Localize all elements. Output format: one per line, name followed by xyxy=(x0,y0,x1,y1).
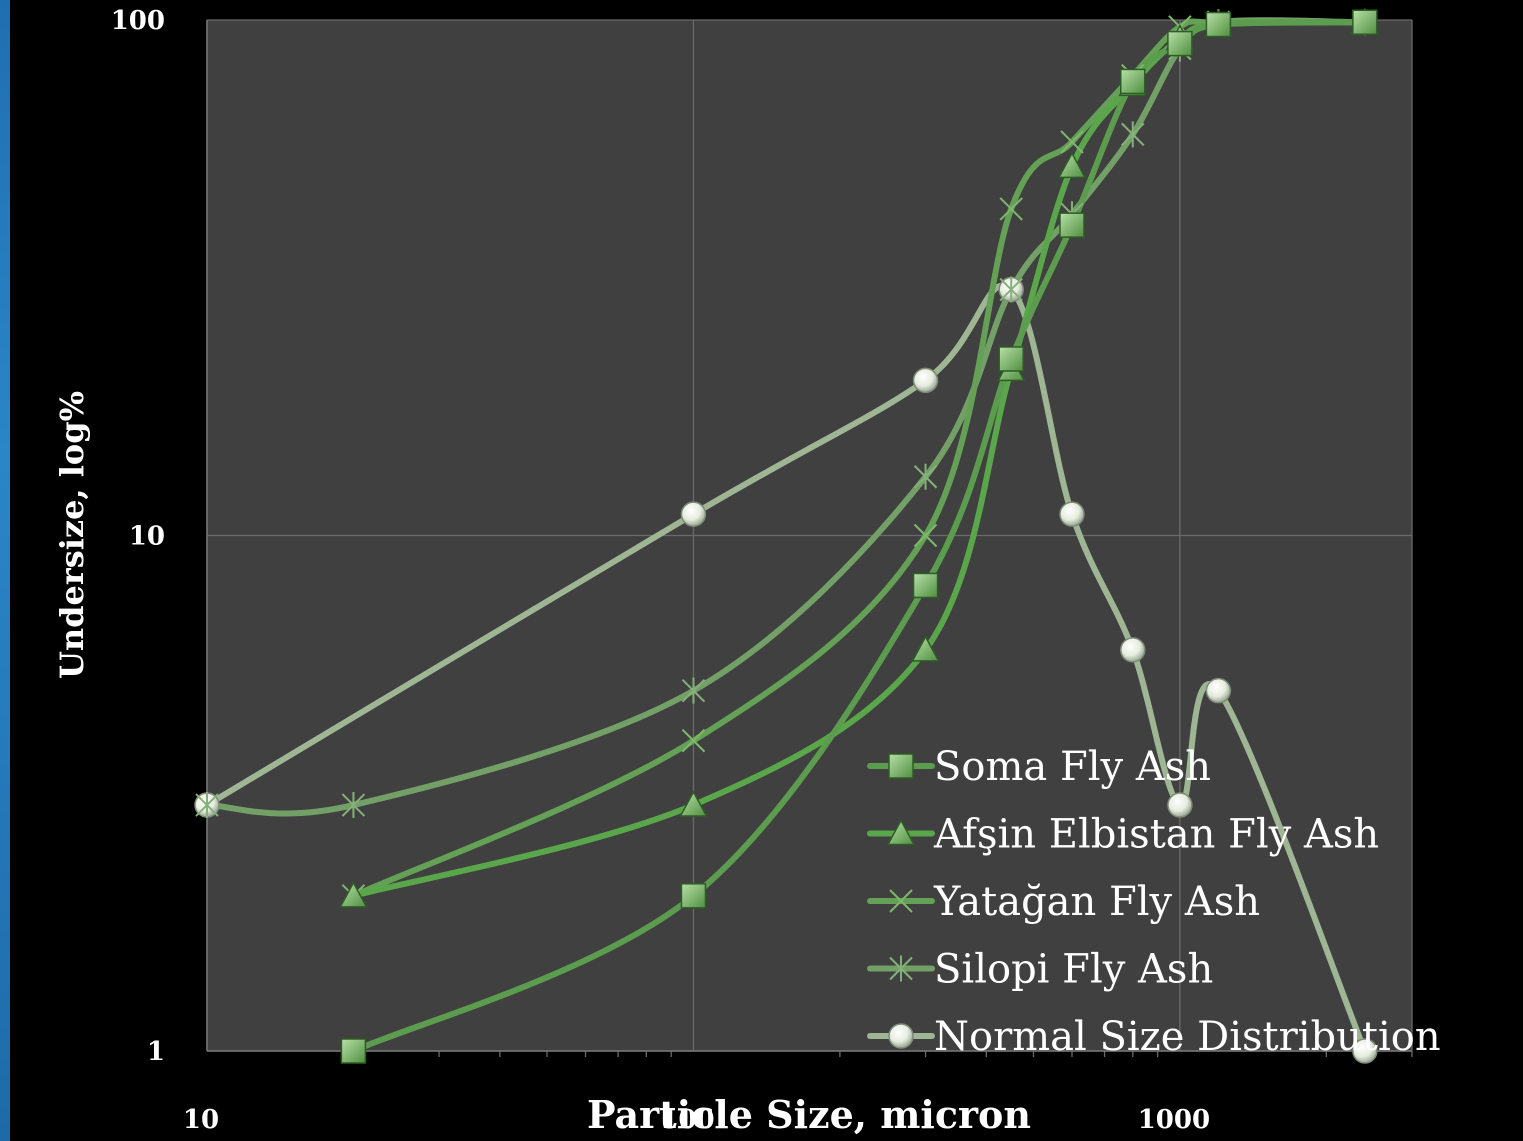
data-point-series-4 xyxy=(912,367,939,394)
legend-entry: Afşin Elbistan Fly Ash xyxy=(867,812,1379,858)
data-point-series-2 xyxy=(1060,130,1084,154)
data-point-series-3 xyxy=(999,276,1023,303)
legend-marker xyxy=(888,1023,914,1049)
data-point-series-0 xyxy=(1352,9,1378,36)
data-point-series-4 xyxy=(1205,677,1232,704)
data-point-series-2 xyxy=(999,197,1023,221)
y-tick-label: 1 xyxy=(147,1037,165,1067)
y-tick-label: 100 xyxy=(111,6,165,36)
legend-marker xyxy=(888,753,914,779)
legend-label: Normal Size Distribution xyxy=(934,1014,1441,1060)
legend-entry: Yatağan Fly Ash xyxy=(867,879,1260,925)
y-tick-label: 10 xyxy=(129,522,165,552)
data-point-series-4 xyxy=(1120,637,1146,663)
axis-ticks: 1 10 100 10 100 1000 xyxy=(111,6,1210,1135)
data-point-series-4 xyxy=(1352,1038,1378,1064)
legend-marker xyxy=(886,818,916,846)
data-point-series-0 xyxy=(912,572,939,599)
data-point-series-3 xyxy=(195,792,219,819)
legend-label: Soma Fly Ash xyxy=(934,744,1211,790)
data-point-series-0 xyxy=(998,346,1024,372)
x-tick-label: 10 xyxy=(183,1105,219,1135)
legend-marker xyxy=(889,889,913,913)
x-tick-label: 1000 xyxy=(1138,1105,1210,1135)
data-point-series-4 xyxy=(1059,501,1085,527)
data-point-series-1 xyxy=(1057,151,1087,179)
data-point-series-1 xyxy=(679,790,708,817)
legend: Soma Fly Ash Afşin Elbistan Fly Ash Yatağa… xyxy=(867,744,1441,1060)
x-tick-label: 100 xyxy=(660,1105,714,1135)
data-point-series-2 xyxy=(913,523,938,548)
legend-marker xyxy=(889,955,913,982)
legend-entry: Silopi Fly Ash xyxy=(867,947,1213,993)
data-point-series-3 xyxy=(1121,121,1145,148)
data-point-series-0 xyxy=(1059,212,1085,238)
data-point-series-3 xyxy=(913,463,938,490)
data-point-series-0 xyxy=(1205,11,1232,38)
legend-label: Afşin Elbistan Fly Ash xyxy=(933,812,1379,858)
legend-entry: Normal Size Distribution xyxy=(867,1014,1441,1060)
data-point-series-0 xyxy=(680,883,707,909)
data-point-series-3 xyxy=(341,792,366,819)
data-point-series-3 xyxy=(681,677,706,704)
legend-label: Silopi Fly Ash xyxy=(934,947,1213,993)
y-axis-title: Undersize, log% xyxy=(53,391,91,679)
slide-edge-decoration xyxy=(0,0,10,1141)
data-point-series-0 xyxy=(340,1038,367,1064)
data-point-series-1 xyxy=(339,881,368,908)
data-point-series-0 xyxy=(1167,30,1193,57)
data-point-series-1 xyxy=(911,635,940,662)
data-point-series-4 xyxy=(680,501,707,527)
data-point-series-2 xyxy=(681,728,706,753)
series-layer xyxy=(194,7,1380,1064)
legend-label: Yatağan Fly Ash xyxy=(933,879,1260,925)
data-point-series-0 xyxy=(1120,68,1146,95)
data-point-series-4 xyxy=(1167,792,1193,818)
legend-entry: Soma Fly Ash xyxy=(867,744,1211,790)
x-axis-title: Particle Size, micron xyxy=(587,1092,1031,1137)
